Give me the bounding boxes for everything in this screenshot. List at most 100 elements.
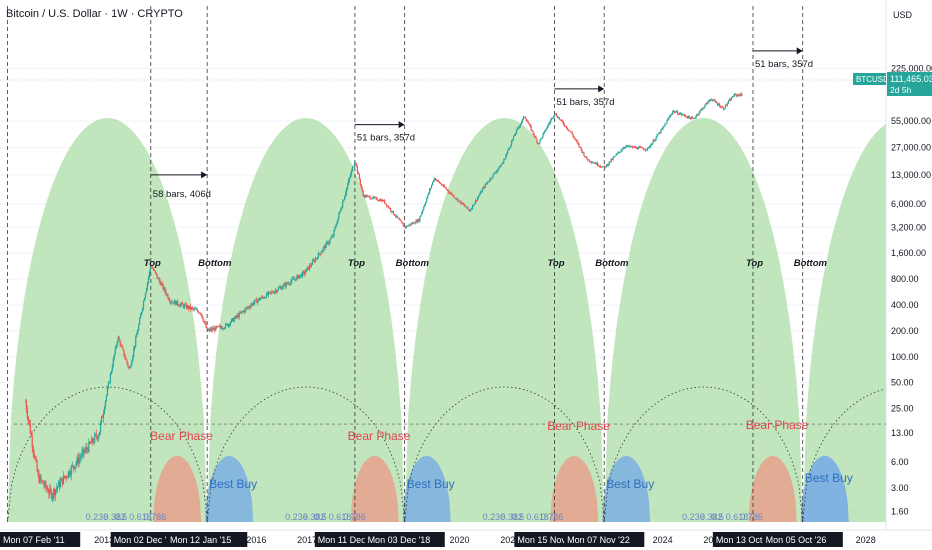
candle-body <box>96 434 98 437</box>
candle-body <box>700 109 702 111</box>
candle-body <box>327 242 329 244</box>
candle-body <box>196 309 198 312</box>
currency-label: USD <box>893 10 913 20</box>
candle-body <box>598 165 601 167</box>
candle-body <box>612 157 614 160</box>
candle-body <box>326 242 328 243</box>
candle-body <box>36 461 38 471</box>
candle-body <box>82 449 84 453</box>
price-tick-10: 800.00 <box>891 274 919 284</box>
candle-body <box>386 204 388 207</box>
candle-body <box>238 312 240 318</box>
year-tick-2028: 2028 <box>856 535 876 545</box>
candle-body <box>454 197 456 199</box>
candle-body <box>705 103 707 105</box>
candle-body <box>546 127 548 130</box>
fib-level-1-3: 0.5 <box>115 512 128 522</box>
candle-body <box>222 328 225 330</box>
candle-body <box>507 150 509 153</box>
candle-body <box>481 189 483 193</box>
candle-body <box>358 173 360 180</box>
candle-body <box>170 302 172 303</box>
fib-level-1-5: 0.786 <box>144 512 167 522</box>
candle-body <box>567 129 569 131</box>
candle-body <box>515 129 518 134</box>
candle-body <box>671 113 673 115</box>
price-tick-7: 100.00 <box>891 352 919 362</box>
candle-body <box>539 139 541 144</box>
candle-body <box>675 112 677 113</box>
candle-body <box>77 457 79 464</box>
candle-body <box>673 110 675 112</box>
candle-body <box>660 129 662 133</box>
candle-body <box>231 318 233 320</box>
candle-body <box>434 178 437 181</box>
candle-body <box>376 197 378 200</box>
candle-body <box>193 308 195 310</box>
candle-body <box>740 93 742 95</box>
candle-body <box>254 299 256 303</box>
candle-body <box>480 191 482 193</box>
candle-body <box>64 476 67 478</box>
candle-body <box>414 223 416 224</box>
candle-body <box>102 413 105 418</box>
candle-body <box>701 108 703 110</box>
candle-body <box>677 111 679 115</box>
candle-body <box>213 328 215 330</box>
candle-body <box>595 163 597 165</box>
candle-body <box>243 310 245 313</box>
year-tick-2020: 2020 <box>449 535 469 545</box>
candle-body <box>97 436 99 439</box>
candle-body <box>724 104 727 109</box>
candle-body <box>579 146 581 148</box>
range-arrowhead-4 <box>796 47 803 55</box>
fib-level-2-4: 0.618 <box>329 512 352 522</box>
candle-body <box>482 187 484 190</box>
best-buy-label-3: Best Buy <box>606 477 654 491</box>
candle-body <box>226 323 229 327</box>
candle-body <box>280 287 282 290</box>
candle-body <box>513 134 516 136</box>
symbol-badge <box>853 73 886 85</box>
candle-body <box>140 314 142 319</box>
candle-body <box>468 208 470 210</box>
candle-body <box>553 115 555 118</box>
candle-body <box>207 328 209 331</box>
candle-body <box>374 197 376 199</box>
candle-body <box>46 487 48 490</box>
candle-body <box>299 275 301 279</box>
candle-body <box>120 345 122 346</box>
candle-body <box>718 103 720 105</box>
candle-body <box>171 302 173 303</box>
candle-body <box>457 198 459 202</box>
candle-body <box>524 116 526 119</box>
price-tick-14: 13,000.00 <box>891 170 931 180</box>
buy-dome-3 <box>602 456 651 522</box>
candle-body <box>593 162 595 164</box>
candle-body <box>696 114 698 116</box>
range-label-1: 58 bars, 406d <box>153 189 211 200</box>
candle-body <box>309 265 312 266</box>
candle-body <box>149 267 151 272</box>
candle-body <box>154 270 156 273</box>
candle-body <box>547 125 549 128</box>
candle-body <box>80 456 82 458</box>
top-label-4: Top <box>746 258 763 269</box>
candle-body <box>638 146 641 148</box>
candle-body <box>274 290 276 292</box>
candle-body <box>339 211 341 214</box>
candle-body <box>575 139 577 141</box>
candle-body <box>442 185 444 187</box>
candle-body <box>146 282 149 289</box>
candle-body <box>273 291 275 294</box>
candle-body <box>184 304 187 306</box>
candle-body <box>92 438 94 443</box>
candle-body <box>342 201 344 208</box>
candle-body <box>99 422 102 432</box>
candle-body <box>203 321 205 323</box>
candle-body <box>668 117 670 119</box>
candle-body <box>111 366 113 372</box>
candle-body <box>627 145 629 147</box>
candle-body <box>641 147 644 149</box>
